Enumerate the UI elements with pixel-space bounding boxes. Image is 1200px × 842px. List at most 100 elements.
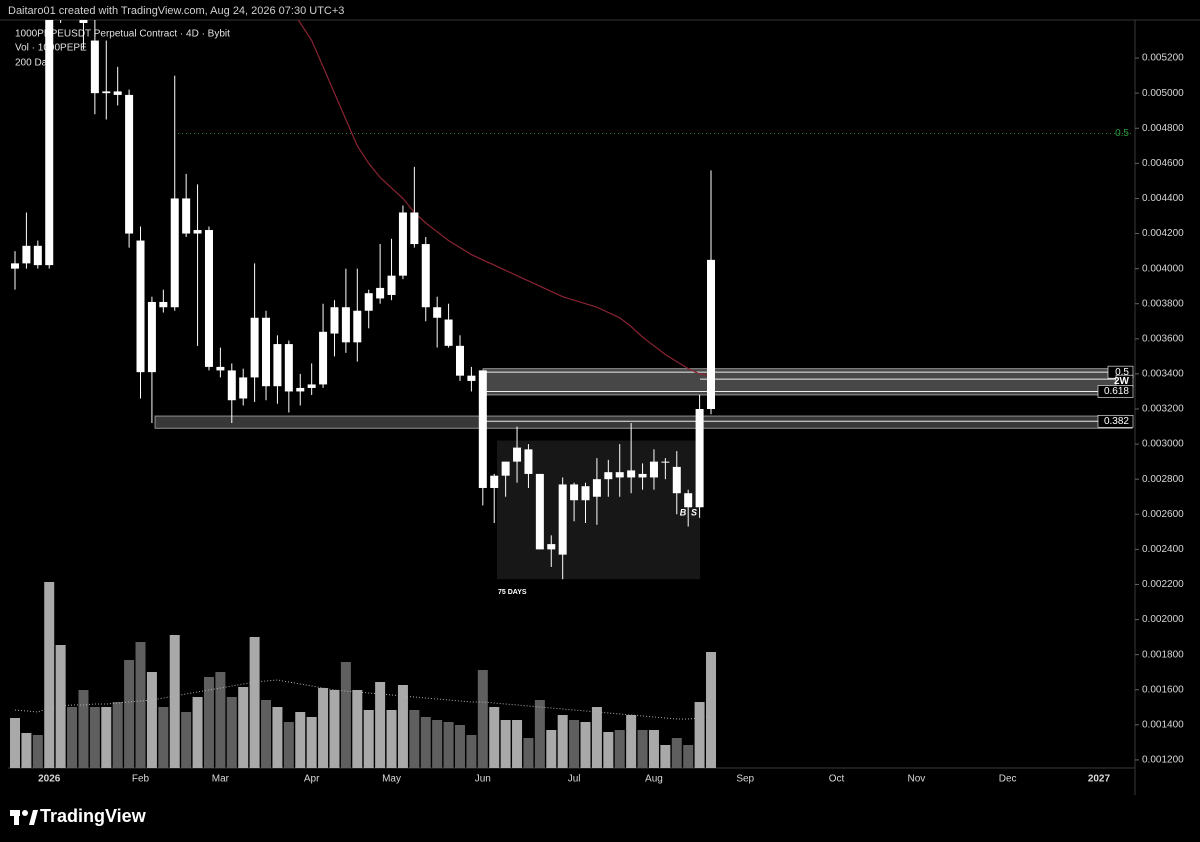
volume-bar: [192, 697, 203, 768]
volume-bar: [683, 745, 694, 768]
ma-legend: 200 Day: [15, 58, 52, 69]
volume-ma-line: [14, 679, 712, 720]
candle-body: [604, 472, 613, 480]
volume-bar: [203, 677, 214, 768]
candle-body: [592, 479, 601, 497]
x-tick-label: 2026: [38, 774, 61, 785]
volume-bar: [614, 730, 625, 768]
candle-body: [684, 493, 693, 508]
candle-body: [364, 293, 373, 311]
volume-bar: [626, 715, 637, 768]
signal-label: S: [691, 507, 697, 517]
candle-body: [707, 259, 716, 410]
volume-bar: [477, 670, 488, 768]
candle-body: [22, 245, 31, 264]
brand: TradingView: [40, 806, 147, 826]
volume-bar: [671, 738, 682, 768]
volume-bar: [466, 735, 477, 768]
volume-bar: [146, 672, 157, 768]
volume-bar: [660, 745, 671, 768]
y-tick-label: 0.004800: [1142, 123, 1184, 134]
volume-bar: [706, 652, 717, 768]
y-tick-label: 0.001200: [1142, 755, 1184, 766]
y-tick-label: 0.003000: [1142, 439, 1184, 450]
volume-bar: [432, 720, 443, 768]
candle-body: [284, 344, 293, 392]
candle-body: [11, 263, 19, 269]
y-tick-label: 0.003400: [1142, 369, 1184, 380]
x-tick-label: Feb: [132, 774, 150, 785]
candle-body: [307, 384, 316, 388]
candle-body: [204, 230, 213, 367]
y-tick-label: 0.003800: [1142, 298, 1184, 309]
candle-body: [661, 461, 670, 463]
candle-body: [113, 91, 122, 95]
candle-body: [410, 212, 419, 245]
candle-body: [524, 449, 533, 474]
candle-body: [478, 370, 487, 488]
volume-bar: [512, 720, 523, 768]
volume-bar: [397, 685, 408, 768]
x-tick-label: Apr: [304, 774, 320, 785]
y-tick-label: 0.005200: [1142, 53, 1184, 64]
zone-label: 75 DAYS: [498, 589, 527, 596]
symbol-title: 1000PEPEUSDT Perpetual Contract · 4D · B…: [15, 29, 230, 40]
candle-body: [649, 461, 658, 478]
volume-bar: [443, 722, 454, 768]
volume-bar: [318, 688, 329, 768]
candle-body: [262, 317, 271, 387]
level-label: 0.5: [1115, 367, 1129, 378]
candle-body: [33, 245, 42, 266]
volume-bar: [546, 730, 557, 768]
x-tick-label: 2027: [1088, 774, 1111, 785]
level-label: 0.382: [1104, 416, 1129, 427]
candle-body: [125, 94, 134, 234]
volume-bar: [169, 635, 180, 768]
candle-body: [433, 307, 442, 318]
y-tick-label: 0.004600: [1142, 158, 1184, 169]
candle-body: [615, 472, 624, 478]
candle-body: [513, 447, 522, 462]
candle-body: [216, 366, 225, 371]
volume-bar: [261, 700, 272, 768]
volume-bar: [272, 707, 283, 768]
volume-bar: [603, 732, 614, 768]
volume-bar: [648, 730, 659, 768]
candle-body: [193, 230, 202, 234]
volume-bar: [238, 687, 249, 768]
y-tick-label: 0.003200: [1142, 404, 1184, 415]
candle-body: [570, 484, 579, 501]
candle-body: [79, 20, 88, 23]
y-tick-label: 0.002600: [1142, 509, 1184, 520]
candle-body: [250, 317, 259, 378]
volume-bar: [21, 733, 32, 768]
y-tick-label: 0.002000: [1142, 614, 1184, 625]
candle-body: [102, 91, 111, 94]
x-tick-label: Nov: [907, 774, 925, 785]
candle-body: [490, 475, 499, 488]
logo-part: [22, 810, 28, 816]
volume-bar: [409, 710, 420, 768]
y-tick-label: 0.005000: [1142, 88, 1184, 99]
candle-body: [90, 40, 99, 94]
candle-body: [273, 344, 282, 387]
volume-bar: [329, 690, 340, 768]
y-tick-label: 0.001800: [1142, 649, 1184, 660]
x-tick-label: May: [382, 774, 401, 785]
level-label-box: [1097, 385, 1134, 398]
volume-bar: [295, 712, 306, 768]
candle-body: [387, 275, 396, 295]
y-tick-label: 0.003600: [1142, 333, 1184, 344]
candle-body: [398, 212, 407, 276]
x-tick-label: Oct: [829, 774, 845, 785]
signal-label: B: [680, 507, 687, 517]
y-tick-label: 0.002800: [1142, 474, 1184, 485]
candle-body: [558, 484, 567, 555]
candle-body: [341, 307, 350, 343]
volume-bar: [44, 582, 55, 768]
volume-bar: [158, 707, 169, 768]
volume-bar: [32, 735, 43, 768]
volume-bar: [386, 710, 397, 768]
volume-bar: [420, 717, 431, 768]
